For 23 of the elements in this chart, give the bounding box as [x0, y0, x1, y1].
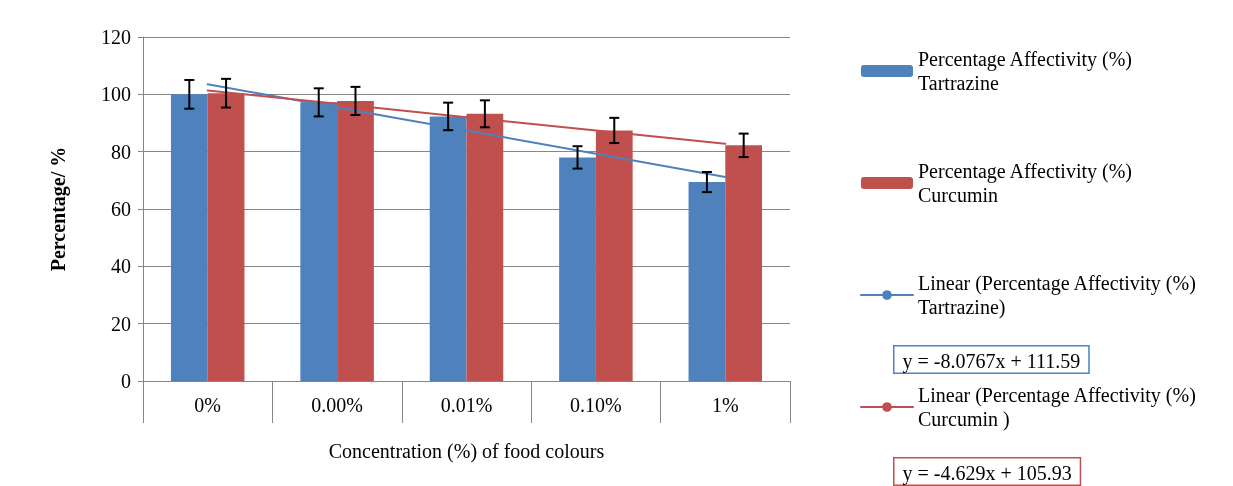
x-tick-label: 1% [711, 394, 739, 416]
bar [559, 157, 596, 381]
y-tick-label: 100 [101, 83, 131, 106]
legend-label: Percentage Affectivity (%) Tartrazine [918, 48, 1137, 94]
y-tick-label: 120 [101, 26, 131, 48]
legend-label: Linear (Percentage Affectivity (%) Curcumin ) [918, 384, 1201, 431]
text: y = -8.0767x + 111.59 [902, 349, 1081, 373]
bar [688, 182, 726, 381]
legend-label: Linear (Percentage Affectivity (%) Tartrazine) [918, 272, 1201, 319]
bar [170, 94, 208, 381]
x-tick-label: 0% [194, 394, 222, 416]
legend-label: Percentage Affectivity (%) Curcumin [918, 160, 1137, 206]
y-tick-label: 80 [111, 140, 131, 163]
y-tick-label: 0 [121, 370, 131, 392]
y-axis-title: Percentage/ % [47, 146, 70, 272]
text: y = -4.629x + 105.93 [902, 461, 1072, 485]
y-tick-label: 60 [111, 198, 131, 220]
x-axis-title: Concentration (%) of food colours [328, 440, 605, 463]
y-tick-label: 20 [111, 312, 131, 335]
x-tick-label: 0.00% [311, 394, 363, 416]
y-tick-label: 40 [111, 255, 131, 278]
x-tick-label: 0.10% [570, 394, 622, 416]
x-tick-label: 0.01% [440, 394, 493, 416]
